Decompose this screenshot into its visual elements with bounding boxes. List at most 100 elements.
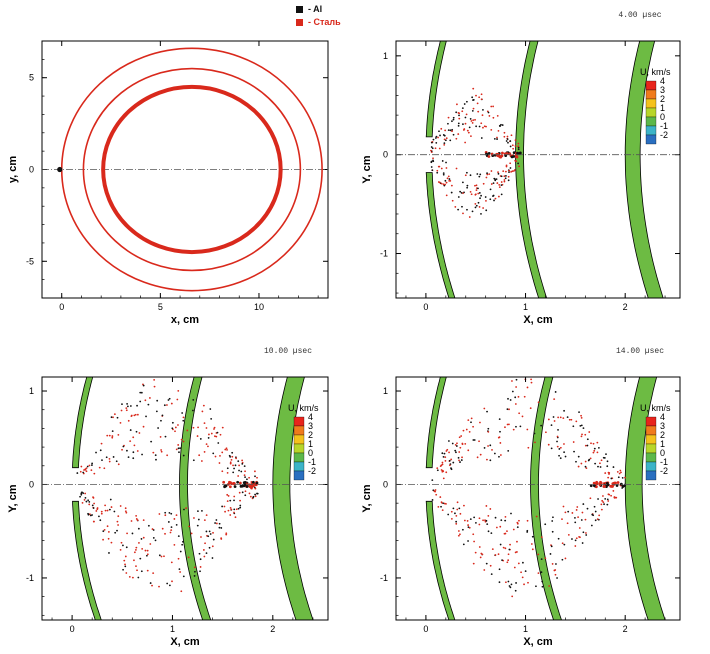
- debris-particle: [117, 515, 120, 518]
- debris-particle: [215, 435, 218, 438]
- debris-particle: [469, 190, 472, 193]
- debris-particle: [256, 476, 258, 479]
- debris-particle: [174, 430, 176, 433]
- debris-particle: [437, 505, 440, 508]
- debris-particle: [506, 408, 509, 411]
- debris-particle: [578, 527, 581, 529]
- debris-particle: [596, 451, 599, 454]
- debris-particle: [485, 209, 488, 212]
- debris-particle: [451, 128, 454, 131]
- debris-particle: [87, 513, 90, 516]
- debris-particle: [585, 532, 587, 534]
- debris-particle: [478, 517, 481, 520]
- debris-particle: [551, 520, 554, 522]
- debris-particle: [129, 405, 132, 407]
- jet-particle: [245, 485, 249, 488]
- debris-particle: [602, 456, 605, 459]
- debris-particle: [160, 419, 162, 422]
- debris-particle: [246, 478, 248, 481]
- jet-particle: [224, 484, 228, 488]
- debris-particle: [442, 183, 445, 186]
- debris-particle: [477, 201, 480, 204]
- debris-particle: [606, 498, 609, 501]
- debris-particle: [562, 417, 565, 420]
- debris-particle: [239, 506, 242, 509]
- debris-particle: [527, 374, 529, 376]
- debris-particle: [580, 462, 583, 465]
- colorbar-swatch: [293, 461, 305, 472]
- debris-particle: [450, 191, 453, 194]
- debris-particle: [437, 165, 440, 168]
- debris-particle: [480, 212, 482, 215]
- debris-particle: [470, 120, 473, 122]
- debris-particle: [93, 472, 96, 475]
- debris-particle: [478, 546, 481, 548]
- debris-particle: [552, 416, 555, 418]
- debris-particle: [577, 516, 580, 519]
- debris-particle: [233, 495, 236, 498]
- debris-particle: [466, 208, 468, 211]
- debris-particle: [509, 543, 511, 546]
- debris-particle: [446, 448, 449, 451]
- jet-particle: [243, 483, 247, 487]
- debris-particle: [112, 456, 115, 458]
- debris-particle: [200, 460, 203, 462]
- debris-particle: [192, 398, 195, 401]
- debris-particle: [551, 563, 554, 565]
- debris-particle: [512, 428, 515, 431]
- plot-area: [425, 41, 664, 298]
- debris-particle: [164, 511, 167, 514]
- debris-particle: [512, 528, 515, 531]
- jet-particle: [255, 481, 259, 485]
- debris-particle: [501, 559, 503, 562]
- debris-particle: [509, 145, 512, 148]
- jet-particle: [594, 485, 598, 489]
- debris-particle: [133, 414, 136, 417]
- debris-particle: [467, 540, 469, 542]
- debris-particle: [200, 536, 202, 538]
- debris-particle: [607, 500, 610, 502]
- debris-particle: [515, 386, 518, 388]
- colorbar-swatch: [645, 98, 657, 109]
- debris-particle: [471, 122, 474, 124]
- debris-particle: [504, 519, 507, 522]
- debris-particle: [447, 513, 450, 516]
- y-axis-label: y, cm: [7, 156, 19, 184]
- debris-particle: [497, 172, 500, 175]
- debris-particle: [600, 508, 603, 511]
- debris-particle: [142, 519, 145, 522]
- debris-particle: [113, 510, 116, 513]
- debris-particle: [439, 496, 442, 498]
- debris-particle: [233, 467, 235, 470]
- debris-particle: [160, 555, 163, 558]
- debris-particle: [506, 135, 509, 138]
- debris-particle: [573, 450, 575, 453]
- debris-particle: [606, 503, 609, 506]
- debris-particle: [182, 575, 185, 578]
- debris-particle: [95, 451, 97, 454]
- debris-particle: [548, 585, 551, 587]
- chart-initial-geometry: 0 5 10 -5 0 5 x, cm y, cm - Al - Сталь: [7, 4, 341, 326]
- debris-particle: [472, 562, 475, 565]
- debris-particle: [521, 415, 524, 418]
- debris-particle: [510, 134, 513, 137]
- aluminum-projectile: [57, 166, 63, 173]
- debris-particle: [107, 531, 110, 533]
- debris-particle: [244, 470, 246, 473]
- debris-particle: [199, 438, 202, 440]
- debris-particle: [599, 462, 601, 465]
- debris-particle: [435, 493, 438, 496]
- debris-particle: [124, 563, 126, 566]
- debris-particle: [182, 440, 185, 443]
- steel-shell-ring: [82, 67, 302, 272]
- debris-particle: [457, 133, 460, 135]
- debris-particle: [177, 389, 180, 392]
- debris-particle: [104, 509, 107, 512]
- debris-particle: [208, 546, 211, 549]
- debris-particle: [241, 462, 244, 465]
- debris-particle: [474, 193, 477, 196]
- colorbar-title: U, km/s: [288, 403, 319, 413]
- debris-particle: [451, 442, 454, 445]
- debris-particle: [537, 401, 540, 404]
- debris-particle: [95, 510, 98, 512]
